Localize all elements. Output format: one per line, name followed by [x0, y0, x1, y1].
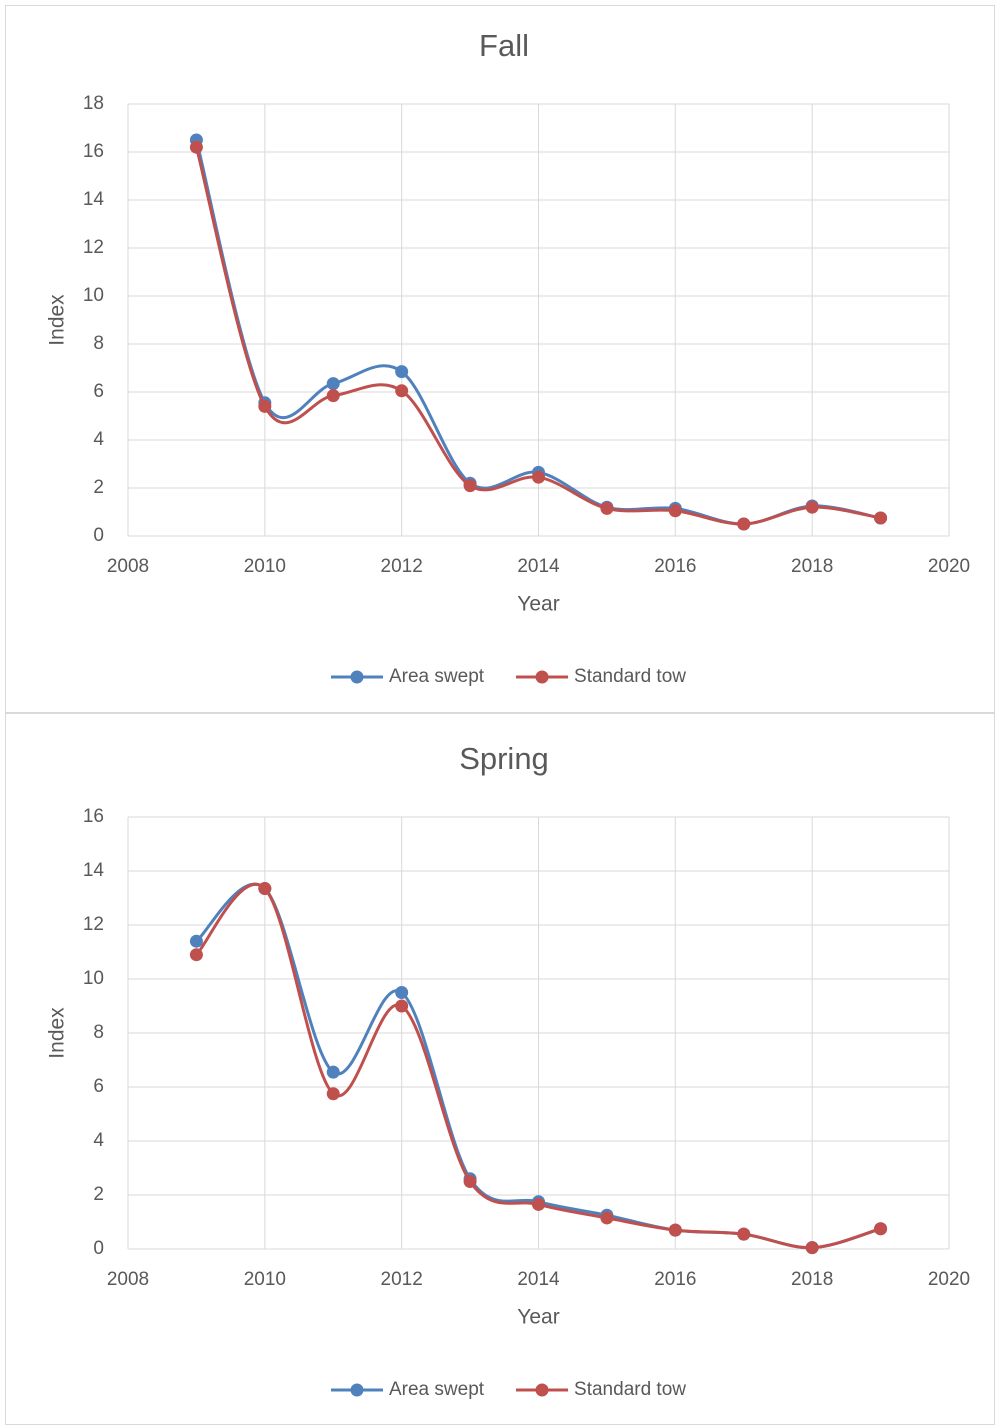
y-tick-label: 10 [83, 968, 104, 989]
chart-title: Spring [459, 741, 549, 776]
x-tick-label: 2012 [381, 1269, 423, 1290]
data-point [395, 999, 409, 1013]
data-point [668, 1223, 682, 1237]
x-tick-label: 2018 [791, 1269, 833, 1290]
y-tick-label: 8 [93, 333, 104, 354]
data-point [258, 882, 272, 896]
chart: Spring 0 2 4 6 8 10 12 14 16 2008 2010 2012 2014 2016 2… [5, 713, 995, 1425]
y-axis-title: Index [46, 1007, 69, 1059]
y-tick-label: 2 [93, 477, 104, 498]
legend-marker [535, 1383, 549, 1397]
data-point [463, 479, 477, 493]
chart-border [5, 5, 995, 713]
data-point [874, 511, 888, 525]
legend-marker [350, 1383, 364, 1397]
y-tick-label: 18 [83, 93, 104, 114]
data-point [600, 501, 614, 515]
legend-marker [350, 670, 364, 684]
legend-marker [535, 670, 549, 684]
chart-title: Fall [479, 28, 529, 63]
y-tick-label: 2 [93, 1184, 104, 1205]
x-tick-label: 2008 [107, 1269, 149, 1290]
x-tick-label: 2010 [244, 556, 286, 577]
y-tick-label: 12 [83, 237, 104, 258]
data-point [668, 504, 682, 518]
legend: Area swept Standard tow [330, 1379, 686, 1400]
x-tick-label: 2008 [107, 556, 149, 577]
x-tick-label: 2020 [928, 1269, 970, 1290]
y-tick-label: 10 [83, 285, 104, 306]
y-tick-label: 0 [93, 525, 104, 546]
data-point [737, 1227, 751, 1241]
legend-label: Area swept [389, 1379, 485, 1400]
data-point [326, 1087, 340, 1101]
chart-border [5, 713, 995, 1425]
data-point [189, 948, 203, 962]
y-tick-label: 6 [93, 381, 104, 402]
data-point [532, 1197, 545, 1211]
x-tick-label: 2012 [381, 556, 423, 577]
x-tick-label: 2014 [517, 556, 560, 577]
y-tick-label: 16 [83, 806, 104, 827]
y-tick-label: 12 [83, 914, 104, 935]
chart: Fall 0 2 4 6 8 10 12 14 16 18 2008 2010 2012 2014 2016 2… [5, 5, 995, 713]
y-tick-label: 4 [93, 429, 104, 450]
y-tick-label: 0 [93, 1238, 104, 1259]
data-point [326, 377, 340, 391]
data-point [463, 1175, 477, 1188]
legend-label: Area swept [389, 666, 485, 687]
x-tick-label: 2016 [654, 556, 696, 577]
x-axis-title: Year [517, 593, 559, 616]
x-tick-label: 2010 [244, 1269, 286, 1290]
data-point [737, 517, 751, 531]
y-tick-label: 8 [93, 1022, 104, 1043]
y-tick-label: 6 [93, 1076, 104, 1097]
data-point [395, 365, 409, 379]
data-point [189, 140, 203, 154]
legend-label: Standard tow [574, 666, 686, 687]
x-tick-label: 2018 [791, 556, 833, 577]
x-tick-label: 2016 [654, 1269, 696, 1290]
data-point [874, 1222, 888, 1236]
y-tick-label: 4 [93, 1130, 104, 1151]
y-tick-label: 14 [83, 189, 105, 210]
y-tick-label: 14 [83, 860, 105, 881]
data-point [326, 1065, 340, 1079]
data-point [326, 389, 340, 403]
y-axis-title: Index [46, 294, 69, 346]
data-point [805, 500, 819, 514]
legend-label: Standard tow [574, 1379, 686, 1400]
data-point [189, 934, 203, 948]
data-point [258, 399, 272, 413]
data-point [805, 1241, 819, 1255]
legend: Area swept Standard tow [330, 666, 686, 687]
x-tick-label: 2020 [928, 556, 970, 577]
data-point [395, 986, 409, 999]
x-tick-label: 2014 [517, 1269, 560, 1290]
x-axis-title: Year [517, 1306, 559, 1329]
y-tick-label: 16 [83, 141, 104, 162]
data-point [395, 384, 409, 398]
data-point [600, 1211, 614, 1225]
data-point [532, 470, 545, 484]
